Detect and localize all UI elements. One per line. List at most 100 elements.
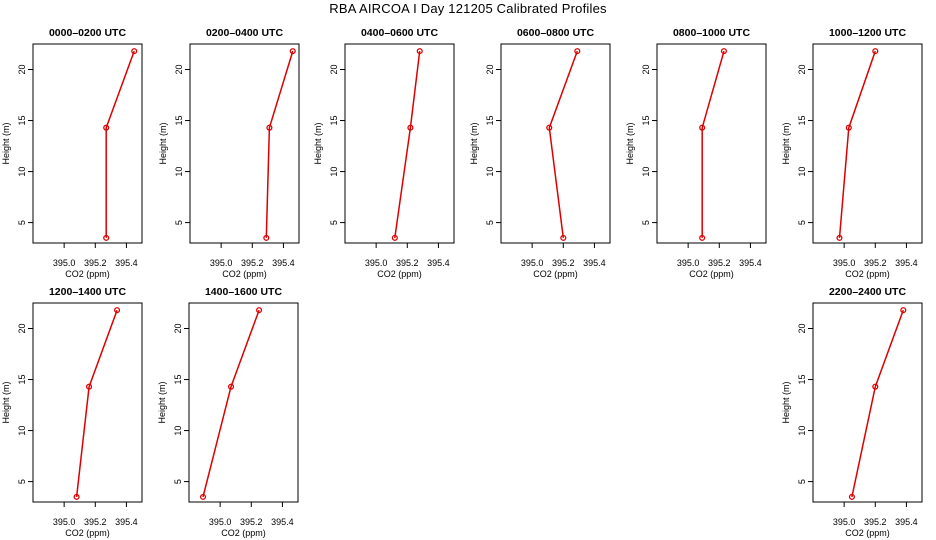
profile-panel: 1200–1400 UTC 395.0 395.2 395.4 5 10 15 20 CO2 (… xyxy=(1,286,143,538)
x-tick-label: 395.2 xyxy=(240,517,263,527)
x-axis-label: CO2 (ppm) xyxy=(222,269,267,279)
y-tick-label: 20 xyxy=(797,65,807,75)
y-axis-label: Height (m) xyxy=(781,122,791,164)
x-axis-label: CO2 (ppm) xyxy=(845,528,890,538)
x-axis-label: CO2 (ppm) xyxy=(377,269,422,279)
y-tick-label: 5 xyxy=(485,220,495,225)
y-tick-label: 20 xyxy=(329,65,339,75)
profile-point xyxy=(103,234,110,241)
profile-point xyxy=(256,307,263,314)
x-tick-label: 395.2 xyxy=(552,258,575,268)
y-tick-label: 15 xyxy=(329,116,339,126)
profile-point xyxy=(263,234,270,241)
x-tick-label: 395.4 xyxy=(272,258,295,268)
x-tick-label: 395.0 xyxy=(53,258,76,268)
y-tick-label: 20 xyxy=(17,65,27,75)
panel-title: 0800–1000 UTC xyxy=(673,27,750,39)
plot-frame xyxy=(188,302,299,503)
x-tick-label: 395.0 xyxy=(677,258,700,268)
panel-title: 0000–0200 UTC xyxy=(49,27,126,39)
y-axis-label: Height (m) xyxy=(158,122,168,164)
y-tick-label: 5 xyxy=(797,220,807,225)
y-tick-label: 20 xyxy=(485,65,495,75)
y-tick-label: 10 xyxy=(17,426,27,436)
profile-panel: 0800–1000 UTC 395.0 395.2 395.4 5 10 15 20 CO2 (… xyxy=(625,27,767,279)
y-tick-label: 5 xyxy=(17,220,27,225)
y-axis-label: Height (m) xyxy=(781,381,791,423)
panel-title: 1400–1600 UTC xyxy=(205,286,282,298)
profile-point xyxy=(266,124,273,131)
x-tick-label: 395.2 xyxy=(84,517,107,527)
plot-frame xyxy=(812,302,923,503)
y-tick-label: 20 xyxy=(17,324,27,334)
profile-point xyxy=(699,234,706,241)
profile-line xyxy=(75,309,118,497)
x-tick-label: 395.4 xyxy=(739,258,762,268)
profile-point xyxy=(407,124,414,131)
profile-point xyxy=(872,383,879,390)
x-tick-label: 395.0 xyxy=(365,258,388,268)
profile-point xyxy=(199,493,207,500)
x-tick-label: 395.4 xyxy=(427,258,450,268)
y-tick-label: 20 xyxy=(641,65,651,75)
profile-point xyxy=(391,234,398,241)
panel-title: 2200–2400 UTC xyxy=(829,286,906,298)
x-axis-label: CO2 (ppm) xyxy=(221,528,266,538)
y-axis-label: Height (m) xyxy=(1,381,11,423)
profile-panel: 2200–2400 UTC 395.0 395.2 395.4 5 10 15 20 CO2 (… xyxy=(781,286,923,538)
page-title: RBA AIRCOA I Day 121205 Calibrated Profi… xyxy=(329,1,607,16)
y-axis-label: Height (m) xyxy=(625,122,635,164)
y-tick-label: 15 xyxy=(485,116,495,126)
profile-point xyxy=(836,234,843,241)
x-tick-label: 395.4 xyxy=(271,517,294,527)
profile-point xyxy=(900,307,907,314)
profile-line xyxy=(838,50,877,238)
x-tick-label: 395.4 xyxy=(115,517,138,527)
plot-frame xyxy=(32,43,143,244)
x-tick-label: 395.0 xyxy=(521,258,544,268)
profile-point xyxy=(699,124,706,131)
profile-point xyxy=(227,383,235,390)
profile-line xyxy=(202,309,260,498)
profile-line xyxy=(851,309,905,498)
x-axis-label: CO2 (ppm) xyxy=(65,269,110,279)
y-tick-label: 5 xyxy=(174,220,184,225)
plot-frame xyxy=(812,43,923,244)
x-tick-label: 395.2 xyxy=(864,517,887,527)
y-tick-label: 20 xyxy=(174,65,184,75)
x-tick-label: 395.4 xyxy=(115,258,138,268)
x-tick-label: 395.0 xyxy=(210,258,233,268)
x-axis-label: CO2 (ppm) xyxy=(689,269,734,279)
x-tick-label: 395.2 xyxy=(708,258,731,268)
profile-point xyxy=(848,493,855,500)
profile-line xyxy=(265,50,294,238)
plot-frame xyxy=(32,302,143,503)
profile-point xyxy=(289,48,296,55)
y-tick-label: 10 xyxy=(485,167,495,177)
x-tick-label: 395.0 xyxy=(833,258,856,268)
y-tick-label: 15 xyxy=(797,116,807,126)
profile-point xyxy=(131,48,138,55)
plot-frame xyxy=(344,43,455,244)
profile-panel: 1400–1600 UTC 395.0 395.2 395.4 5 10 15 20 CO2 (… xyxy=(157,286,299,538)
y-axis-label: Height (m) xyxy=(157,381,167,423)
profile-panel: 0400–0600 UTC 395.0 395.2 395.4 5 10 15 20 CO2 (… xyxy=(313,27,455,279)
y-tick-label: 10 xyxy=(173,426,183,436)
y-tick-label: 15 xyxy=(17,116,27,126)
profile-point xyxy=(114,307,121,314)
x-tick-label: 395.0 xyxy=(53,517,76,527)
y-tick-label: 10 xyxy=(174,167,184,177)
y-tick-label: 5 xyxy=(173,479,183,484)
y-tick-label: 10 xyxy=(17,167,27,177)
profile-point xyxy=(872,48,879,55)
x-tick-label: 395.0 xyxy=(209,517,232,527)
profile-point xyxy=(103,124,110,131)
y-tick-label: 5 xyxy=(797,479,807,484)
panel-title: 1200–1400 UTC xyxy=(49,286,126,298)
y-tick-label: 15 xyxy=(173,375,183,385)
y-tick-label: 10 xyxy=(797,426,807,436)
profile-point xyxy=(560,234,567,241)
y-axis-label: Height (m) xyxy=(469,122,479,164)
y-tick-label: 15 xyxy=(174,116,184,126)
